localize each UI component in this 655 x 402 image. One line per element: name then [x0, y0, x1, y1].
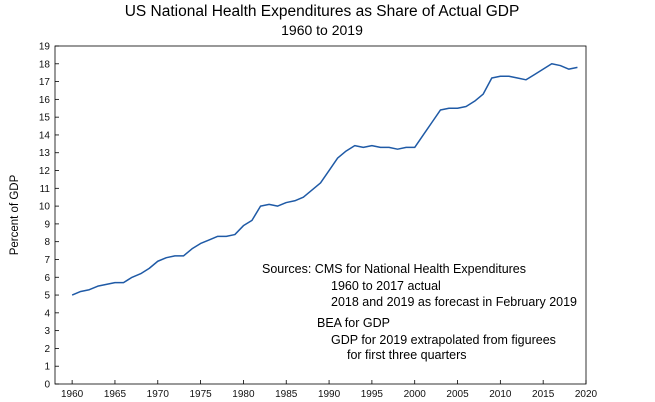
annotation-sources: Sources: CMS for National Health Expendi… — [262, 262, 526, 276]
y-tick-label: 17 — [39, 77, 51, 88]
y-tick-label: 8 — [44, 237, 50, 248]
series-line — [71, 63, 578, 296]
y-tick-label: 4 — [44, 308, 50, 319]
y-tick-label: 16 — [39, 95, 51, 106]
annotation-first-quarters: for first three quarters — [347, 348, 467, 362]
annotation-bea: BEA for GDP — [317, 316, 390, 330]
y-tick-label: 5 — [44, 291, 50, 302]
y-tick-label: 13 — [39, 148, 51, 159]
plot-frame — [54, 45, 587, 385]
x-tick-label: 1985 — [275, 389, 298, 400]
y-tick-label: 0 — [44, 380, 50, 391]
annotation-actual-range: 1960 to 2017 actual — [331, 279, 441, 293]
y-tick-label: 18 — [39, 59, 51, 70]
annotation-forecast: 2018 and 2019 as forecast in February 20… — [331, 295, 577, 309]
x-axis: 1960 1965 1970 1975 1980 1985 1990 1995 2000 2005… — [61, 380, 598, 400]
x-tick-label: 2010 — [489, 389, 512, 400]
y-tick-label: 12 — [39, 166, 51, 177]
x-tick-label: 2000 — [404, 389, 427, 400]
x-tick-label: 1990 — [318, 389, 341, 400]
x-tick-label: 1980 — [232, 389, 255, 400]
x-tick-label: 1970 — [147, 389, 170, 400]
x-tick-label: 1995 — [361, 389, 384, 400]
chart-subtitle: 1960 to 2019 — [281, 22, 363, 38]
x-tick-label: 2005 — [446, 389, 469, 400]
y-tick-label: 7 — [44, 255, 50, 266]
y-tick-label: 9 — [44, 219, 50, 230]
y-tick-label: 15 — [39, 113, 51, 124]
y-tick-label: 19 — [39, 42, 51, 53]
y-tick-label: 10 — [39, 202, 51, 213]
y-tick-label: 11 — [40, 184, 51, 195]
y-tick-label: 3 — [44, 326, 50, 337]
x-tick-label: 1960 — [61, 389, 84, 400]
annotation-gdp-extrapolated: GDP for 2019 extrapolated from figurees — [331, 333, 556, 347]
x-tick-label: 2020 — [575, 389, 598, 400]
x-tick-label: 1965 — [104, 389, 127, 400]
y-tick-label: 6 — [44, 273, 50, 284]
x-tick-label: 2015 — [532, 389, 555, 400]
y-tick-label: 1 — [44, 362, 50, 373]
y-tick-label: 14 — [39, 130, 51, 141]
y-tick-label: 2 — [44, 344, 50, 355]
x-tick-label: 1975 — [189, 389, 212, 400]
chart-title: US National Health Expenditures as Share… — [125, 3, 520, 20]
y-axis-label: Percent of GDP — [9, 174, 21, 255]
